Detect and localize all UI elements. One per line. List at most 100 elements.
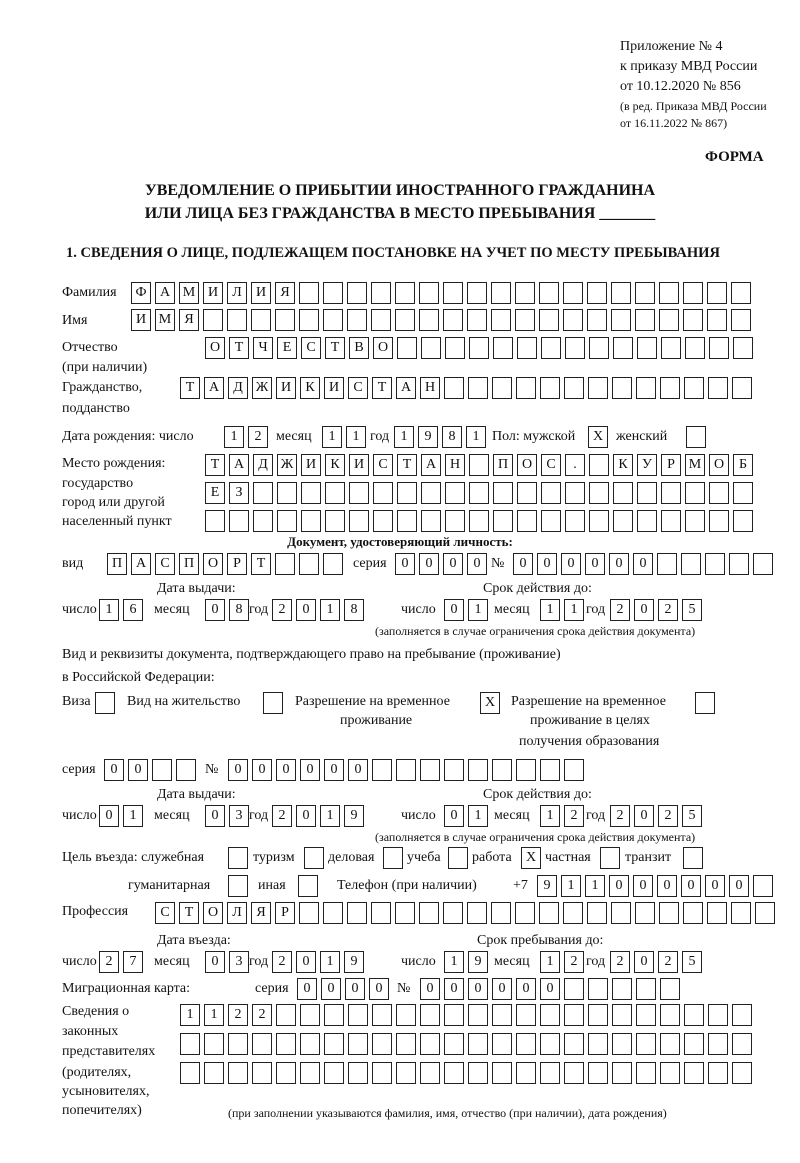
char-box[interactable]	[709, 482, 729, 504]
char-box[interactable]	[373, 510, 393, 532]
char-box[interactable]	[637, 510, 657, 532]
char-box[interactable]: 0	[492, 978, 512, 1000]
char-box[interactable]	[565, 482, 585, 504]
char-box[interactable]: 1	[346, 426, 366, 448]
char-box[interactable]: 2	[272, 951, 292, 973]
char-box[interactable]	[468, 1033, 488, 1055]
char-box[interactable]	[660, 377, 680, 399]
char-box[interactable]: 0	[513, 553, 533, 575]
char-box[interactable]	[468, 759, 488, 781]
char-box[interactable]	[468, 1004, 488, 1026]
char-box[interactable]	[541, 510, 561, 532]
char-box[interactable]: З	[229, 482, 249, 504]
char-box[interactable]	[659, 902, 679, 924]
char-box[interactable]	[448, 847, 468, 869]
char-box[interactable]	[420, 1004, 440, 1026]
char-box[interactable]: 0	[104, 759, 124, 781]
char-box[interactable]: 0	[419, 553, 439, 575]
char-box[interactable]	[301, 482, 321, 504]
char-box[interactable]: 2	[228, 1004, 248, 1026]
char-box[interactable]: И	[301, 454, 321, 476]
char-box[interactable]	[180, 1062, 200, 1084]
char-box[interactable]: 2	[99, 951, 119, 973]
char-box[interactable]	[612, 1062, 632, 1084]
char-box[interactable]	[684, 1004, 704, 1026]
char-box[interactable]: В	[349, 337, 369, 359]
char-box[interactable]: 0	[633, 553, 653, 575]
char-box[interactable]	[564, 1004, 584, 1026]
char-box[interactable]: Р	[227, 553, 247, 575]
char-box[interactable]	[228, 847, 248, 869]
char-box[interactable]: 2	[252, 1004, 272, 1026]
char-box[interactable]	[705, 553, 725, 575]
char-box[interactable]	[420, 1062, 440, 1084]
char-box[interactable]	[229, 510, 249, 532]
char-box[interactable]	[753, 875, 773, 897]
char-box[interactable]	[467, 282, 487, 304]
char-box[interactable]: 0	[443, 553, 463, 575]
char-box[interactable]	[277, 510, 297, 532]
char-box[interactable]	[372, 1062, 392, 1084]
char-box[interactable]	[613, 510, 633, 532]
char-box[interactable]	[152, 759, 172, 781]
char-box[interactable]	[660, 1033, 680, 1055]
char-box[interactable]: 0	[276, 759, 296, 781]
char-box[interactable]: Ф	[131, 282, 151, 304]
char-box[interactable]: 0	[516, 978, 536, 1000]
char-box[interactable]: Я	[179, 309, 199, 331]
purpose-work-checkbox[interactable]: X	[521, 847, 545, 869]
char-box[interactable]: К	[300, 377, 320, 399]
char-box[interactable]: 0	[561, 553, 581, 575]
char-box[interactable]: А	[155, 282, 175, 304]
char-box[interactable]	[347, 902, 367, 924]
char-box[interactable]: 0	[345, 978, 365, 1000]
char-box[interactable]: С	[155, 553, 175, 575]
char-box[interactable]	[731, 902, 751, 924]
char-box[interactable]: 2	[610, 599, 630, 621]
char-box[interactable]: .	[565, 454, 585, 476]
char-box[interactable]: 1	[444, 951, 464, 973]
char-box[interactable]	[443, 902, 463, 924]
char-box[interactable]: С	[373, 454, 393, 476]
char-box[interactable]	[659, 309, 679, 331]
char-box[interactable]	[263, 692, 283, 714]
char-box[interactable]	[397, 510, 417, 532]
char-box[interactable]	[709, 337, 729, 359]
char-box[interactable]	[275, 553, 295, 575]
char-box[interactable]	[324, 1033, 344, 1055]
char-box[interactable]	[419, 282, 439, 304]
char-box[interactable]: И	[324, 377, 344, 399]
char-box[interactable]: 2	[564, 805, 584, 827]
char-box[interactable]: С	[155, 902, 175, 924]
char-box[interactable]	[707, 282, 727, 304]
purpose-humanitarian-checkbox[interactable]	[228, 875, 252, 897]
char-box[interactable]	[732, 1004, 752, 1026]
char-box[interactable]: 2	[658, 951, 678, 973]
char-box[interactable]: 2	[248, 426, 268, 448]
char-box[interactable]	[468, 1062, 488, 1084]
char-box[interactable]: 1	[540, 951, 560, 973]
char-box[interactable]	[95, 692, 115, 714]
char-box[interactable]: О	[517, 454, 537, 476]
char-box[interactable]: Т	[179, 902, 199, 924]
char-box[interactable]	[253, 482, 273, 504]
char-box[interactable]	[372, 1004, 392, 1026]
purpose-tourism-checkbox[interactable]	[304, 847, 328, 869]
char-box[interactable]	[635, 309, 655, 331]
char-box[interactable]	[276, 1004, 296, 1026]
char-box[interactable]	[661, 337, 681, 359]
char-box[interactable]: 1	[468, 599, 488, 621]
char-box[interactable]	[371, 309, 391, 331]
char-box[interactable]	[445, 482, 465, 504]
char-box[interactable]: М	[179, 282, 199, 304]
trp-edu-checkbox[interactable]	[695, 692, 719, 714]
char-box[interactable]: 0	[321, 978, 341, 1000]
purpose-transit-checkbox[interactable]	[683, 847, 707, 869]
char-box[interactable]: 0	[205, 805, 225, 827]
